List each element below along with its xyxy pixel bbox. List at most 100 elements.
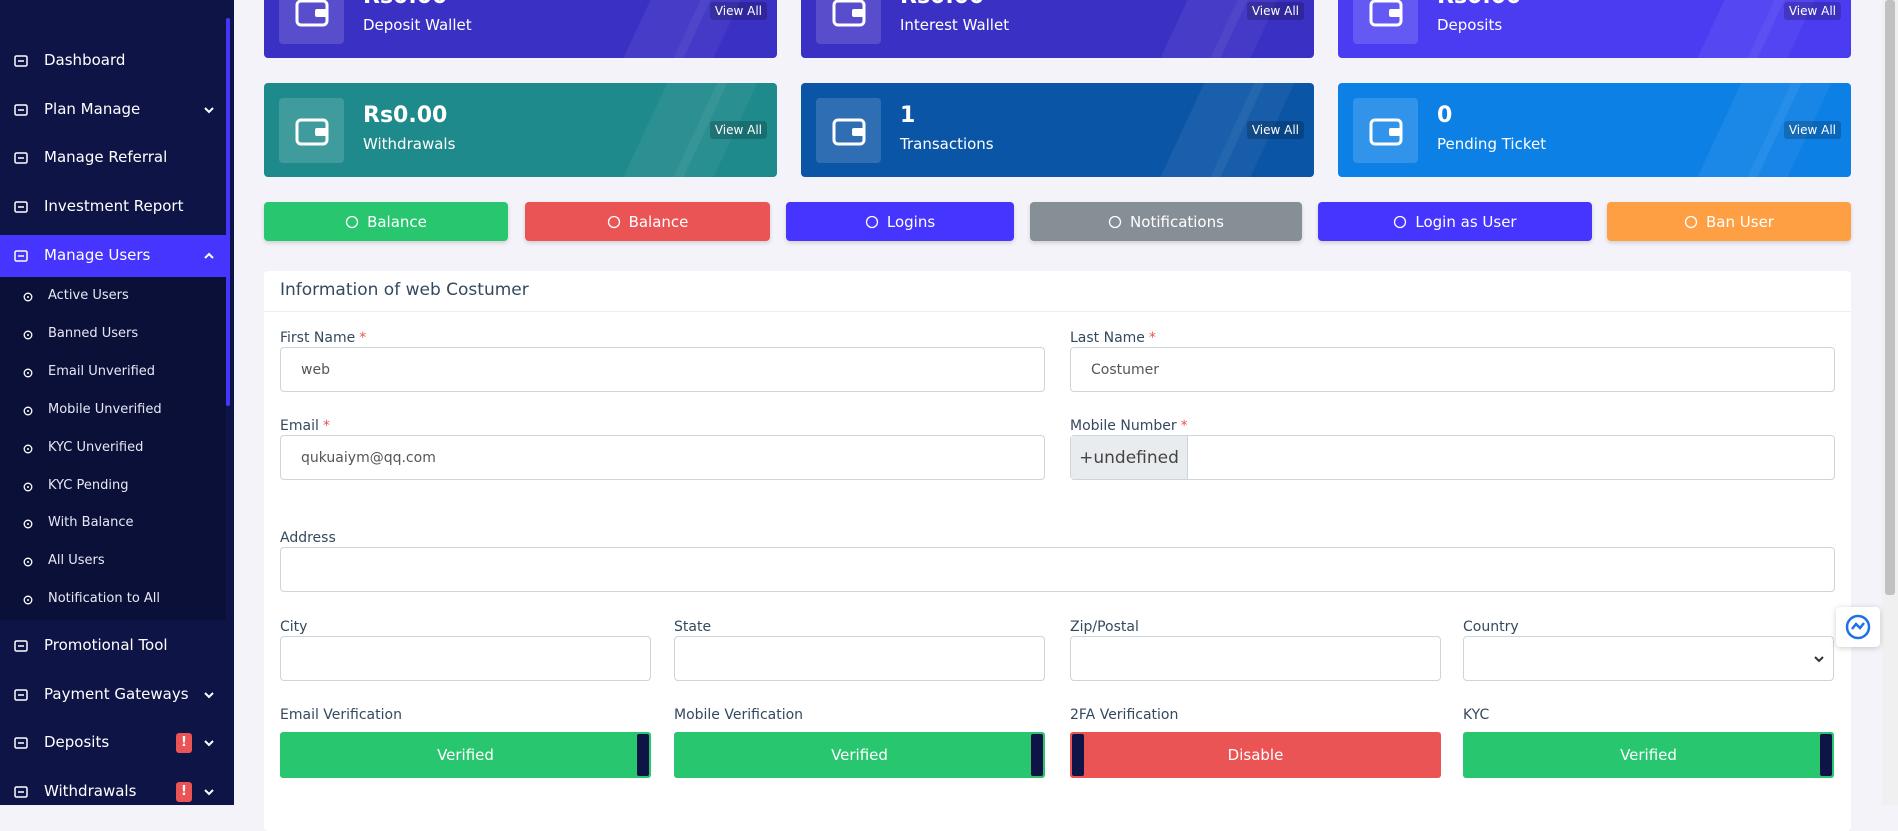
icon <box>14 152 28 164</box>
label-text: Last Name <box>1070 330 1145 346</box>
required-mark: * <box>359 330 367 346</box>
label-text: Mobile Number <box>1070 418 1177 434</box>
stat-card: Rs0.00 Withdrawals View All <box>264 83 777 177</box>
action-button[interactable]: Login as User <box>1318 202 1592 241</box>
action-button[interactable]: Balance <box>264 202 508 241</box>
submenu-label: Notification to All <box>48 591 161 607</box>
floating-button[interactable] <box>1836 607 1880 647</box>
menu-item[interactable]: Withdrawals! <box>0 771 226 813</box>
stat-card: Rs0.00 Interest Wallet View All <box>801 0 1314 58</box>
text-input[interactable]: qukuaiym@qq.com <box>280 435 1045 480</box>
icon <box>23 595 33 605</box>
icon <box>14 250 28 262</box>
icon <box>23 292 33 302</box>
icon <box>14 786 28 798</box>
input-prefix: +undefined <box>1071 436 1188 479</box>
label-text: First Name <box>280 330 356 346</box>
submenu-item[interactable]: Notification to All <box>0 586 226 614</box>
submenu-label: Mobile Unverified <box>48 401 162 417</box>
icon <box>1108 215 1122 228</box>
text-input[interactable]: Costumer <box>1070 347 1835 392</box>
toggle[interactable]: Verified <box>280 732 651 778</box>
menu-item[interactable]: Payment Gateways <box>0 674 226 716</box>
icon <box>23 482 33 491</box>
card-link[interactable]: View All <box>1783 2 1841 20</box>
submenu-item[interactable]: KYC Unverified <box>0 435 226 463</box>
card-link[interactable]: View All <box>1246 121 1304 139</box>
card-icon-box <box>816 0 881 44</box>
menu-label: Plan Manage <box>44 100 141 118</box>
icon <box>23 330 33 340</box>
submenu-label: With Balance <box>48 515 134 531</box>
input-value: Costumer <box>1091 361 1160 378</box>
submenu-item[interactable]: Banned Users <box>0 321 226 349</box>
submenu-item[interactable]: Email Unverified <box>0 359 226 387</box>
icon <box>23 557 33 567</box>
icon <box>14 104 28 116</box>
menu-item[interactable]: Manage Referral <box>0 137 226 179</box>
action-label: Notifications <box>1130 212 1224 231</box>
submenu-label: Email Unverified <box>48 363 156 379</box>
submenu-item[interactable]: KYC Pending <box>0 473 226 501</box>
text-input[interactable]: +undefined <box>1070 435 1835 480</box>
icon <box>1369 118 1403 146</box>
text-input[interactable] <box>280 547 1835 592</box>
field-label: Address <box>280 530 336 546</box>
icon <box>832 0 866 27</box>
label-text: Email <box>280 418 319 434</box>
submenu-item[interactable]: Mobile Unverified <box>0 397 226 425</box>
text-input[interactable] <box>280 636 651 681</box>
card-amount: Rs0.00 <box>1437 0 1521 9</box>
icon <box>14 640 28 652</box>
submenu-item[interactable]: Active Users <box>0 283 226 311</box>
menu-item[interactable]: Promotional Tool <box>0 625 226 667</box>
icon <box>23 368 33 378</box>
card-link[interactable]: View All <box>709 121 767 139</box>
icon <box>14 55 28 67</box>
action-button[interactable]: Balance <box>525 202 770 241</box>
submenu-label: Active Users <box>48 288 129 303</box>
text-input[interactable]: web <box>280 347 1045 392</box>
icon <box>1814 656 1824 663</box>
scrollbar <box>1882 0 1898 805</box>
submenu-item[interactable]: All Users <box>0 548 226 576</box>
menu-label: Investment Report <box>44 197 184 215</box>
action-label: Logins <box>886 212 936 231</box>
menu-item[interactable]: Investment Report <box>0 186 226 228</box>
card-icon-box <box>1353 98 1418 163</box>
toggle[interactable]: Disable <box>1070 732 1441 778</box>
info-card: Information of web Costumer First Name * we… <box>264 271 1851 831</box>
icon <box>204 789 214 796</box>
text-input[interactable] <box>1070 636 1441 681</box>
submenu <box>0 277 226 620</box>
menu-item[interactable]: Plan Manage <box>0 89 226 131</box>
toggle[interactable]: Verified <box>674 732 1045 778</box>
action-button[interactable]: Notifications <box>1030 202 1302 241</box>
card-label: Pending Ticket <box>1437 135 1547 153</box>
card-link[interactable]: View All <box>709 2 767 20</box>
field-label: Last Name * <box>1070 330 1156 346</box>
text-input[interactable] <box>674 636 1045 681</box>
action-button[interactable]: Logins <box>786 202 1014 241</box>
toggle-knob <box>1031 734 1043 776</box>
text-input[interactable] <box>1463 636 1834 681</box>
submenu-item[interactable]: With Balance <box>0 510 226 538</box>
toggle-text: Verified <box>437 746 494 764</box>
card-amount: Rs0.00 <box>363 103 448 128</box>
label-text: Country <box>1463 619 1519 635</box>
menu-item[interactable]: Deposits! <box>0 722 226 764</box>
icon <box>204 692 214 699</box>
menu-item[interactable]: Manage Users <box>0 235 226 277</box>
card-link[interactable]: View All <box>1783 121 1841 139</box>
card-icon-box <box>279 98 344 163</box>
toggle[interactable]: Verified <box>1463 732 1834 778</box>
card-link[interactable]: View All <box>1246 2 1304 20</box>
icon <box>345 215 359 228</box>
toggle-knob <box>637 734 649 776</box>
stat-card: 0 Pending Ticket View All <box>1338 83 1851 177</box>
menu-item[interactable]: Dashboard <box>0 40 226 82</box>
field-label: City <box>280 619 307 635</box>
field-label: Zip/Postal <box>1070 619 1139 635</box>
action-button[interactable]: Ban User <box>1607 202 1851 241</box>
stat-card: 1 Transactions View All <box>801 83 1314 177</box>
